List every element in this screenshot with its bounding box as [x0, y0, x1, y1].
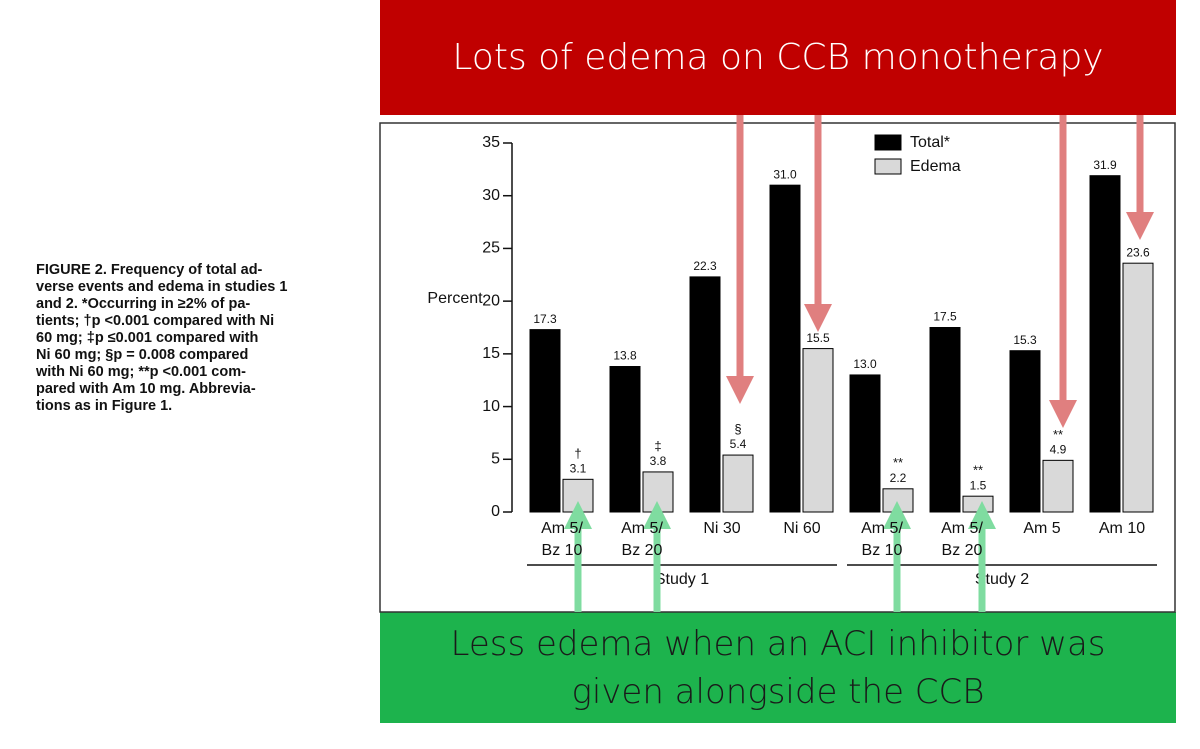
y-tick-label: 20 — [482, 292, 500, 309]
bar — [722, 454, 754, 513]
caption-line: tients; †p <0.001 compared with Ni — [36, 313, 275, 329]
figure-caption: FIGURE 2. Frequency of total ad-verse ev… — [36, 262, 356, 415]
value-label: 13.0 — [853, 357, 877, 371]
caption-line: verse events and edema in studies 1 — [36, 279, 288, 295]
bar — [962, 495, 994, 513]
caption-line: 60 mg; ‡p ≤0.001 compared with — [36, 330, 259, 346]
y-tick-label: 10 — [482, 398, 500, 415]
caption-line: with Ni 60 mg; **p <0.001 com- — [36, 364, 246, 380]
caption-line: and 2. *Occurring in ≥2% of pa- — [36, 296, 251, 312]
caption-line: pared with Am 10 mg. Abbrevia- — [36, 381, 256, 397]
bar — [882, 488, 914, 513]
y-tick-label: 15 — [482, 345, 500, 362]
x-tick-label: Am 5/ Bz 20 — [621, 520, 663, 559]
bar — [769, 184, 801, 513]
top-banner: Lots of edema on CCB monotherapy — [380, 0, 1176, 115]
bar — [1009, 350, 1041, 513]
x-tick-label: Ni 60 — [783, 520, 821, 537]
y-tick-label: 5 — [491, 451, 500, 468]
x-tick-label: Am 5/ Bz 10 — [861, 520, 903, 559]
value-label: 3.1 — [570, 461, 587, 475]
group-label: Study 1 — [655, 571, 709, 588]
value-label: 17.3 — [533, 312, 557, 326]
significance-mark: ** — [893, 455, 903, 470]
value-label: 15.5 — [806, 331, 830, 345]
legend-label: Edema — [910, 158, 961, 175]
value-label: 31.9 — [1093, 158, 1117, 172]
bar — [1042, 459, 1074, 513]
bar — [849, 374, 881, 513]
x-tick-label: Am 5/ Bz 20 — [941, 520, 983, 559]
value-label: 31.0 — [773, 167, 797, 181]
value-label: 5.4 — [730, 437, 747, 451]
bar — [609, 366, 641, 513]
value-label: 3.8 — [650, 454, 667, 468]
y-axis-label: Percent — [427, 290, 483, 307]
x-tick-label: Am 10 — [1098, 520, 1146, 537]
bar — [929, 327, 961, 513]
significance-mark: ** — [973, 463, 983, 478]
value-label: 4.9 — [1050, 443, 1067, 457]
bar — [529, 329, 561, 513]
significance-mark: ** — [1053, 427, 1063, 442]
x-tick-label: Am 5 — [1023, 520, 1061, 537]
value-label: 22.3 — [693, 259, 717, 273]
y-tick-label: 35 — [482, 134, 500, 151]
significance-mark: § — [734, 422, 741, 437]
chart-frame — [379, 122, 1176, 613]
bar — [642, 471, 674, 513]
bottom-banner: Less edema when an ACI inhibitor was giv… — [380, 612, 1176, 723]
bar — [562, 478, 594, 513]
legend-swatch — [874, 158, 902, 175]
caption-line: FIGURE 2. Frequency of total ad- — [36, 262, 263, 278]
value-label: 2.2 — [890, 471, 907, 485]
bar — [802, 348, 834, 513]
bar — [689, 276, 721, 513]
y-tick-label: 0 — [491, 503, 500, 520]
value-label: 17.5 — [933, 310, 957, 324]
group-label: Study 2 — [975, 571, 1029, 588]
x-tick-label: Am 5/ Bz 10 — [541, 520, 583, 559]
value-label: 15.3 — [1013, 333, 1037, 347]
arrows — [564, 115, 1154, 612]
legend-label: Total* — [910, 134, 950, 151]
y-tick-label: 25 — [482, 240, 500, 257]
significance-mark: † — [574, 446, 581, 461]
bar — [1122, 262, 1154, 513]
y-tick-label: 30 — [482, 187, 500, 204]
caption-line: Ni 60 mg; §p = 0.008 compared — [36, 347, 249, 363]
significance-mark: ‡ — [654, 438, 661, 453]
value-label: 13.8 — [613, 349, 637, 363]
x-tick-label: Ni 30 — [703, 520, 741, 537]
value-label: 1.5 — [970, 478, 987, 492]
bar — [1089, 175, 1121, 513]
caption-line: tions as in Figure 1. — [36, 398, 173, 414]
legend-swatch — [874, 134, 902, 151]
value-label: 23.6 — [1126, 245, 1150, 259]
